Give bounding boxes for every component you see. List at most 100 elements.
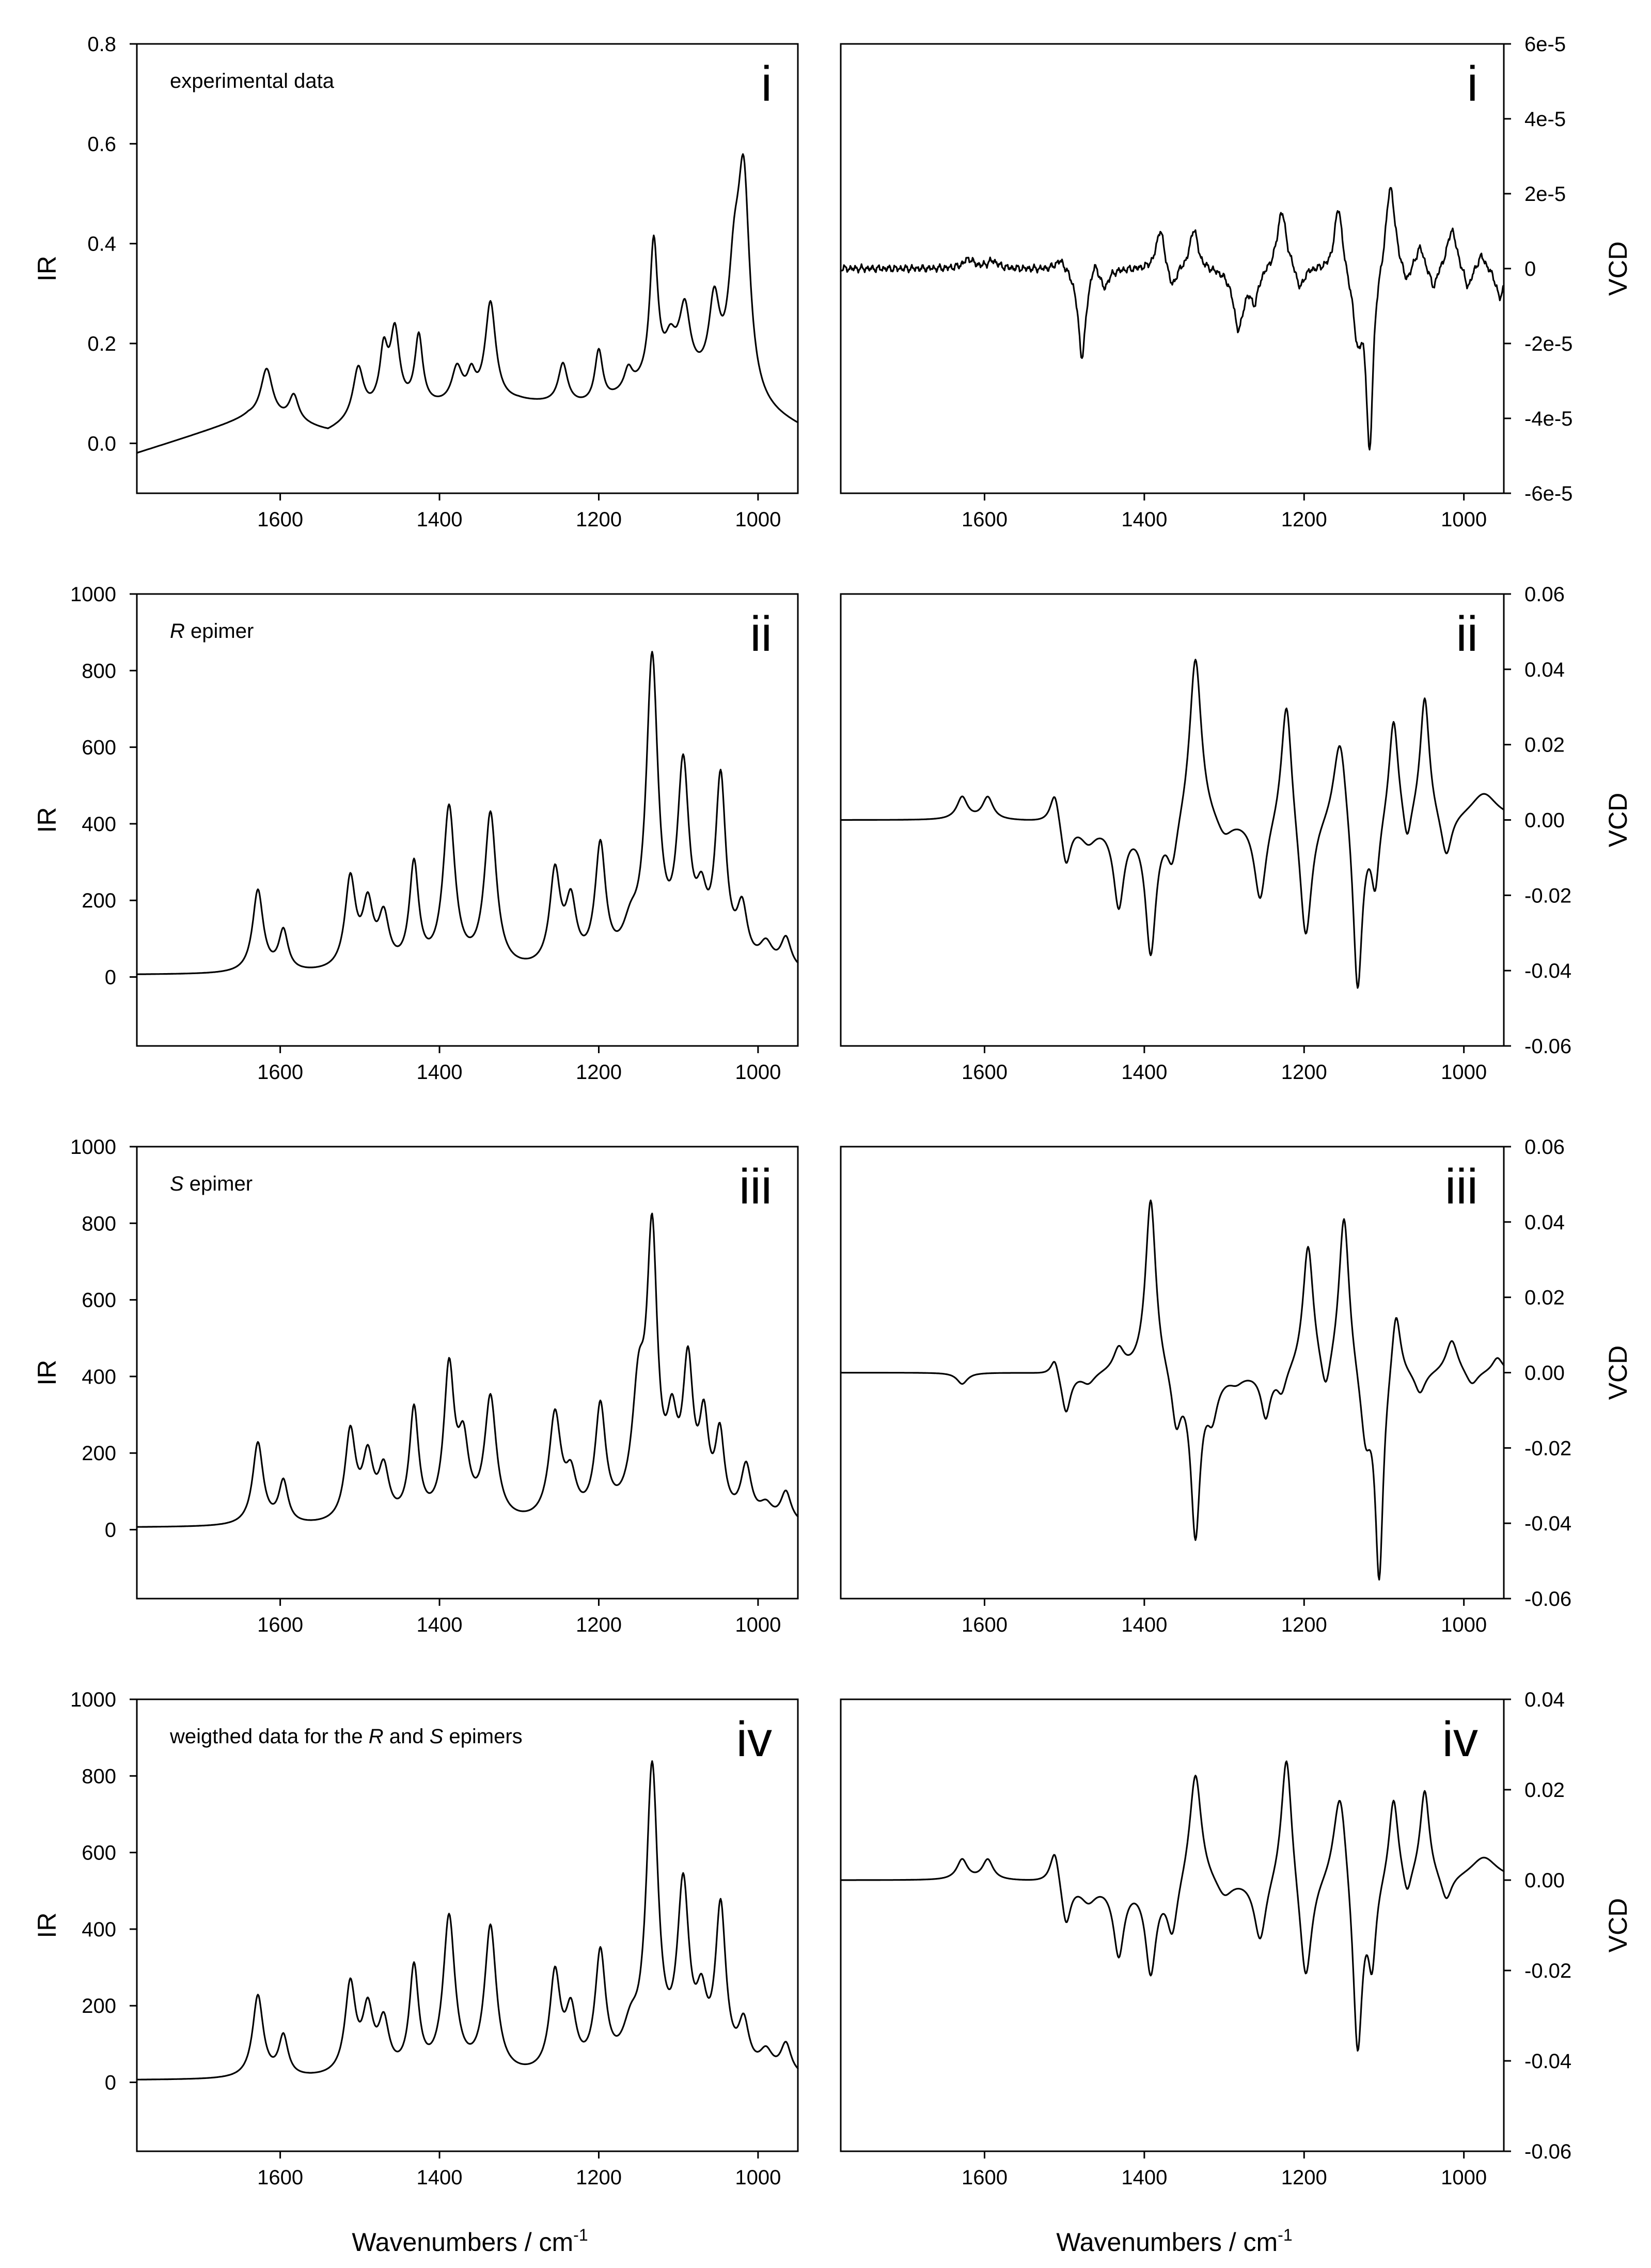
ir-iii-ytick-label: 1000 [70, 1136, 116, 1159]
vcd-i-ytick-label: -4e-5 [1524, 408, 1573, 430]
ir-i-ytick-label: 0.8 [87, 33, 116, 56]
ir-iv-ytick-label: 0 [105, 2072, 116, 2094]
ir-iii-plot-frame [136, 1146, 799, 1600]
ir-i-annotation: experimental data [170, 70, 335, 92]
vcd-iii-y-axis-title: VCD [1603, 1346, 1632, 1400]
ir-ii-xtick-label: 1600 [257, 1061, 303, 1084]
vcd-iii-ytick-label: -0.06 [1524, 1588, 1571, 1610]
ir-iii-xtick-label: 1000 [735, 1614, 781, 1636]
vcd-i-ytick-label: 6e-5 [1524, 33, 1566, 56]
vcd-iii-ytick-label: 0.02 [1524, 1287, 1565, 1309]
ir-iii-ytick-label: 600 [82, 1289, 116, 1312]
vcd-iii-ytick-label: -0.04 [1524, 1512, 1571, 1535]
vcd-ii-ytick-label: -0.06 [1524, 1035, 1571, 1058]
ir-iii-ytick-label: 200 [82, 1442, 116, 1465]
ir-ii-annotation: R epimer [170, 620, 254, 643]
vcd-iii-xtick-label: 1200 [1281, 1614, 1327, 1636]
vcd-i-plot-frame [840, 43, 1505, 494]
vcd-ii-xtick-label: 1000 [1441, 1061, 1487, 1084]
vcd-ii-spectrum-line [840, 659, 1505, 989]
ir-iv-ytick-label: 800 [82, 1765, 116, 1788]
vcd-iv-ytick-label: 0.04 [1524, 1688, 1565, 1711]
vcd-iv-ytick-label: -0.04 [1524, 2050, 1571, 2073]
ir-i-spectrum-line [136, 153, 799, 454]
vcd-iii-ytick-label: 0.00 [1524, 1362, 1565, 1385]
ir-iv-xtick-label: 1600 [257, 2166, 303, 2189]
vcd-iv-plot-frame [840, 1698, 1505, 2152]
ir-iv-ytick-label: 600 [82, 1842, 116, 1865]
vcd-ii-ytick-label: -0.02 [1524, 884, 1571, 907]
vcd-ii-ytick-label: 0.06 [1524, 583, 1565, 606]
ir-iv-panel: 1600 1400 1200 1000 0 200 400 600 800 1000 IR iv wei… [33, 1688, 799, 2189]
vcd-iii-ytick-label: -0.02 [1524, 1437, 1571, 1460]
vcd-i-xtick-label: 1000 [1441, 508, 1487, 531]
ir-i-ytick-label: 0.2 [87, 333, 116, 355]
vcd-i-panel-label: i [1467, 56, 1478, 112]
vcd-ii-ytick-label: -0.04 [1524, 960, 1571, 982]
ir-ii-xtick-label: 1000 [735, 1061, 781, 1084]
ir-iii-panel-label: iii [739, 1159, 772, 1214]
vcd-iii-xtick-label: 1400 [1121, 1614, 1167, 1636]
ir-i-ytick-label: 0.6 [87, 133, 116, 155]
ir-ii-ytick-label: 800 [82, 660, 116, 682]
vcd-ii-ytick-label: 0.04 [1524, 659, 1565, 681]
vcd-iii-xtick-label: 1600 [962, 1614, 1008, 1636]
ir-i-plot-frame [136, 43, 799, 494]
vcd-iii-panel: 1600 1400 1200 1000 -0.06 -0.04 -0.02 0.00 0.02 0… [840, 1136, 1632, 1636]
ir-ii-xtick-label: 1200 [576, 1061, 622, 1084]
vcd-i-ytick-label: 4e-5 [1524, 108, 1566, 131]
ir-ii-ytick-label: 0 [105, 966, 116, 989]
ir-iv-ytick-label: 400 [82, 1918, 116, 1941]
vcd-i-ytick-label: -2e-5 [1524, 333, 1573, 355]
vcd-ii-ytick-label: 0.00 [1524, 809, 1565, 832]
vcd-ii-xtick-label: 1400 [1121, 1061, 1167, 1084]
ir-ii-panel: 1600 1400 1200 1000 0 200 400 600 800 1000 IR ii R e… [33, 583, 799, 1084]
vcd-ii-panel-label: ii [1456, 606, 1478, 662]
x-axis-title-left: Wavenumbers / cm-1 [352, 2226, 588, 2257]
ir-ii-ytick-label: 200 [82, 889, 116, 912]
ir-iv-ytick-label: 1000 [70, 1688, 116, 1711]
vcd-iv-xtick-label: 1400 [1121, 2166, 1167, 2189]
vcd-ii-y-axis-title: VCD [1603, 793, 1632, 848]
ir-ii-ytick-label: 600 [82, 737, 116, 759]
vcd-ii-ytick-label: 0.02 [1524, 734, 1565, 757]
vcd-i-xtick-label: 1400 [1121, 508, 1167, 531]
vcd-iv-ytick-label: 0.02 [1524, 1779, 1565, 1802]
vcd-i-spectrum-line [840, 187, 1505, 451]
ir-iv-plot-frame [136, 1698, 799, 2152]
spectra-panels: 1600 1400 1200 1000 0.0 0.2 0.4 0.6 0.8 IR i experi… [33, 33, 1632, 2189]
vcd-iv-xtick-label: 1000 [1441, 2166, 1487, 2189]
ir-iv-xtick-label: 1200 [576, 2166, 622, 2189]
ir-ii-panel-label: ii [750, 606, 772, 662]
vcd-iv-panel-label: iv [1442, 1712, 1478, 1767]
vcd-i-panel: 1600 1400 1200 1000 -6e-5 -4e-5 -2e-5 0 2e-5 4e-5… [840, 33, 1632, 531]
ir-iii-xtick-label: 1400 [417, 1614, 463, 1636]
ir-ii-ytick-label: 1000 [70, 583, 116, 606]
vcd-iv-xtick-label: 1200 [1281, 2166, 1327, 2189]
vcd-iv-y-axis-title: VCD [1603, 1898, 1632, 1953]
ir-iii-ytick-label: 800 [82, 1212, 116, 1235]
vcd-i-xtick-label: 1600 [962, 508, 1008, 531]
vcd-iv-ytick-label: 0.00 [1524, 1869, 1565, 1892]
ir-ii-spectrum-line [136, 651, 799, 975]
ir-i-ytick-label: 0.4 [87, 233, 116, 256]
vcd-i-ytick-label: 2e-5 [1524, 183, 1566, 206]
ir-i-xtick-label: 1600 [257, 508, 303, 531]
ir-iii-ytick-label: 0 [105, 1519, 116, 1542]
ir-iv-xtick-label: 1400 [417, 2166, 463, 2189]
ir-iii-panel: 1600 1400 1200 1000 0 200 400 600 800 1000 IR iii S … [33, 1136, 799, 1636]
vcd-iii-panel-label: iii [1445, 1159, 1478, 1214]
ir-iv-ytick-label: 200 [82, 1995, 116, 2017]
ir-i-y-axis-title: IR [33, 256, 61, 281]
ir-iii-xtick-label: 1200 [576, 1614, 622, 1636]
ir-iv-annotation: weigthed data for the R and S epimers [169, 1725, 523, 1748]
vcd-i-ytick-label: 0 [1524, 258, 1536, 280]
ir-ii-xtick-label: 1400 [417, 1061, 463, 1084]
vcd-iv-xtick-label: 1600 [962, 2166, 1008, 2189]
ir-iv-spectrum-line [136, 1760, 799, 2081]
vcd-ii-xtick-label: 1600 [962, 1061, 1008, 1084]
vcd-iv-ytick-label: -0.06 [1524, 2140, 1571, 2163]
vcd-iv-ytick-label: -0.02 [1524, 1960, 1571, 1982]
ir-iv-panel-label: iv [736, 1712, 772, 1767]
